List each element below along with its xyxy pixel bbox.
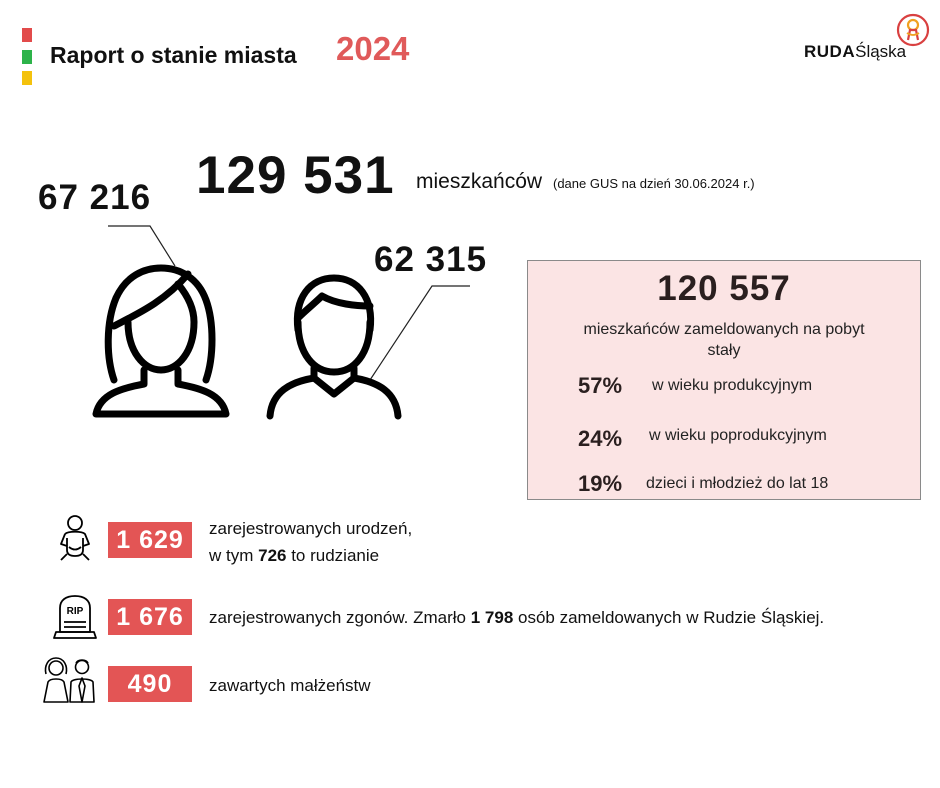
births-line2-pre: w tym xyxy=(209,546,259,565)
source-note: (dane GUS na dzień 30.06.2024 r.) xyxy=(553,176,755,191)
stripe-yellow xyxy=(22,71,32,85)
women-count: 67 216 xyxy=(38,178,152,217)
births-line1: zarejestrowanych urodzeń, xyxy=(209,519,413,538)
marriages-badge: 490 xyxy=(108,666,192,702)
births-residents: 726 xyxy=(258,546,287,565)
births-line2-post: to rudzianie xyxy=(286,546,380,565)
deaths-text-pre: zarejestrowanych zgonów. Zmarło xyxy=(209,608,471,627)
stripe-green xyxy=(22,50,32,64)
pct-children: 19% xyxy=(578,471,623,496)
deaths-registered: 1 798 xyxy=(470,608,514,627)
pct-post-working-age-label: w wieku poprodukcyjnym xyxy=(649,427,827,444)
city-logo-text: RUDAŚląska xyxy=(804,42,906,62)
births-badge: 1 629 xyxy=(108,522,192,558)
pct-working-age-label: w wieku produkcyjnym xyxy=(652,377,813,394)
grave-text: RIP xyxy=(67,606,84,617)
baby-icon xyxy=(60,515,90,561)
registered-residents-panel: 120 557 mieszkańców zameldowanych na pob… xyxy=(527,260,921,500)
births-line2: w tym 726 to rudzianie xyxy=(209,542,412,569)
logo-bold: RUDA xyxy=(804,42,856,61)
deaths-text: zarejestrowanych zgonów. Zmarło 1 798 os… xyxy=(209,604,824,631)
total-population: 129 531 xyxy=(196,146,395,205)
men-count: 62 315 xyxy=(374,240,488,279)
stripe-red xyxy=(22,28,32,42)
couple-icon xyxy=(43,657,95,703)
man-icon xyxy=(266,274,402,420)
grave-icon: RIP xyxy=(53,595,97,639)
total-population-label: mieszkańców xyxy=(416,170,543,193)
logo-rest: Śląska xyxy=(855,42,907,61)
page-title: Raport o stanie miasta xyxy=(50,42,297,68)
woman-icon xyxy=(92,264,230,418)
registered-count: 120 557 xyxy=(657,269,791,308)
city-logo-icon xyxy=(896,13,930,47)
pct-working-age: 57% xyxy=(578,373,623,398)
pct-post-working-age: 24% xyxy=(578,426,623,451)
report-year: 2024 xyxy=(336,30,410,67)
deaths-text-post: osób zameldowanych w Rudzie Śląskiej. xyxy=(513,608,825,627)
deaths-badge: 1 676 xyxy=(108,599,192,635)
registered-label: mieszkańców zameldowanych na pobyt stały xyxy=(583,321,865,359)
marriages-text: zawartych małżeństw xyxy=(209,676,371,695)
births-text: zarejestrowanych urodzeń, w tym 726 to r… xyxy=(209,515,412,569)
pct-children-label: dzieci i młodzież do lat 18 xyxy=(646,475,829,492)
